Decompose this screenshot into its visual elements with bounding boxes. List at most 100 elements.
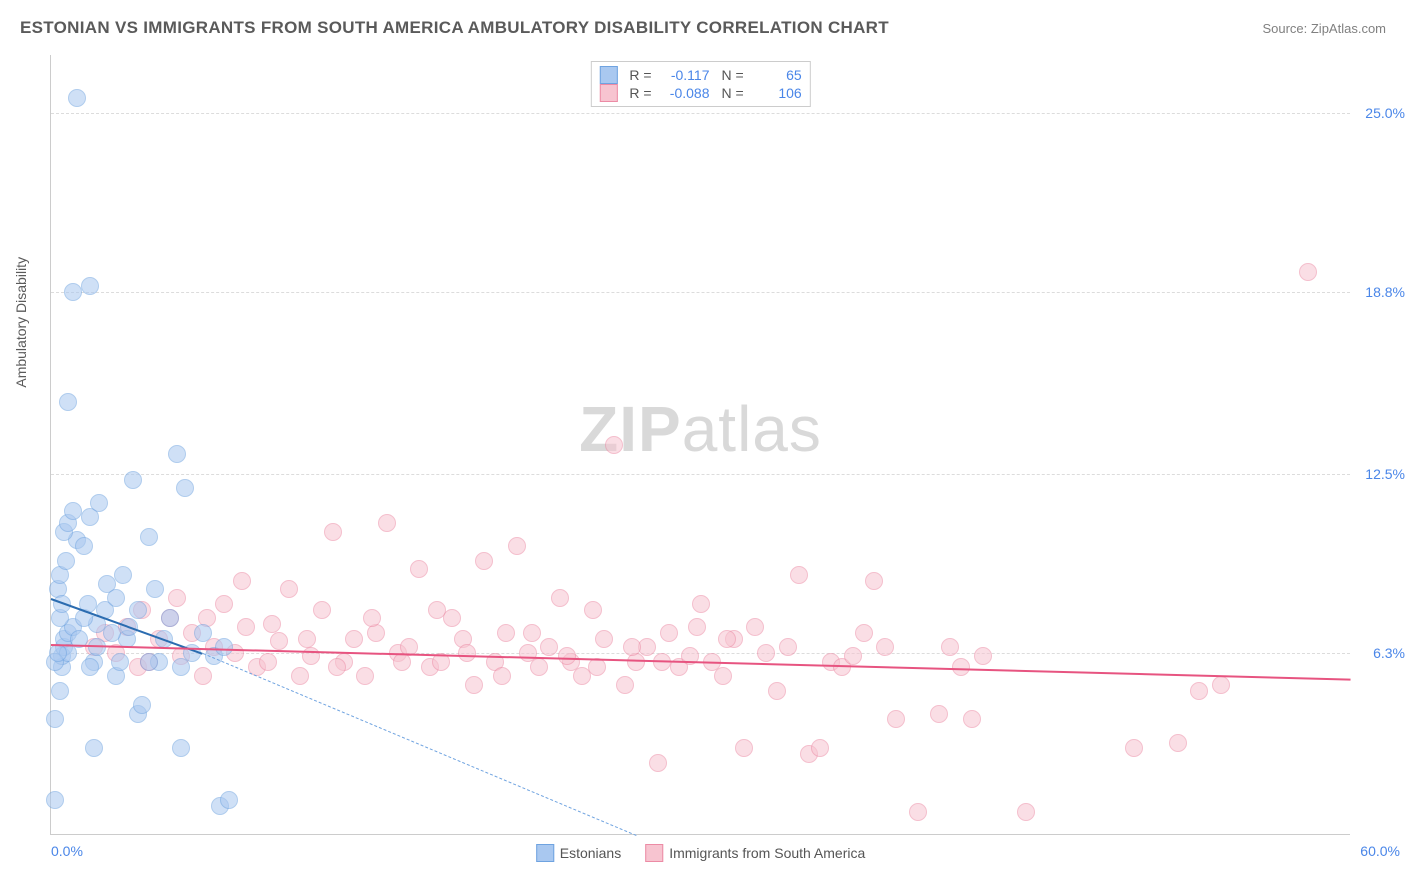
scatter-point-immigrants [941,638,959,656]
scatter-point-immigrants [551,589,569,607]
scatter-point-immigrants [324,523,342,541]
chart-header: ESTONIAN VS IMMIGRANTS FROM SOUTH AMERIC… [20,18,1386,38]
r-value-estonians: -0.117 [660,67,710,83]
scatter-point-estonians [172,739,190,757]
scatter-point-immigrants [291,667,309,685]
scatter-point-immigrants [328,658,346,676]
scatter-point-estonians [161,609,179,627]
scatter-point-immigrants [410,560,428,578]
scatter-point-estonians [64,283,82,301]
y-tick-label: 6.3% [1373,645,1405,661]
scatter-point-immigrants [865,572,883,590]
swatch-estonians [599,66,617,84]
scatter-point-immigrants [909,803,927,821]
chart-title: ESTONIAN VS IMMIGRANTS FROM SOUTH AMERIC… [20,18,889,38]
scatter-point-immigrants [768,682,786,700]
scatter-point-immigrants [168,589,186,607]
chart-source: Source: ZipAtlas.com [1262,21,1386,36]
scatter-point-immigrants [428,601,446,619]
scatter-point-estonians [124,471,142,489]
scatter-point-estonians [46,710,64,728]
scatter-point-estonians [146,580,164,598]
y-tick-label: 25.0% [1365,105,1405,121]
scatter-point-estonians [103,624,121,642]
scatter-point-estonians [49,644,67,662]
scatter-point-estonians [85,739,103,757]
scatter-point-immigrants [855,624,873,642]
scatter-point-immigrants [530,658,548,676]
scatter-point-immigrants [963,710,981,728]
watermark-atlas: atlas [682,393,822,465]
swatch-immigrants [599,84,617,102]
scatter-point-estonians [68,89,86,107]
scatter-point-immigrants [660,624,678,642]
scatter-point-estonians [75,537,93,555]
scatter-point-estonians [64,502,82,520]
n-value-estonians: 65 [752,67,802,83]
plot-area: Ambulatory Disability ZIPatlas 0.0% 60.0… [50,55,1350,835]
scatter-point-immigrants [735,739,753,757]
scatter-point-immigrants [259,653,277,671]
scatter-point-estonians [168,445,186,463]
scatter-point-estonians [111,653,129,671]
scatter-point-immigrants [584,601,602,619]
stats-row-estonians: R = -0.117 N = 65 [599,66,801,84]
watermark: ZIPatlas [579,392,822,466]
scatter-point-estonians [90,494,108,512]
scatter-point-immigrants [605,436,623,454]
stats-row-immigrants: R = -0.088 N = 106 [599,84,801,102]
y-tick-label: 18.8% [1365,284,1405,300]
r-label: R = [629,85,651,101]
scatter-point-estonians [133,696,151,714]
scatter-point-immigrants [302,647,320,665]
gridline [51,113,1350,114]
scatter-point-immigrants [363,609,381,627]
legend-item-estonians: Estonians [536,844,621,862]
legend-label-immigrants: Immigrants from South America [669,845,865,861]
scatter-point-immigrants [475,552,493,570]
scatter-point-immigrants [313,601,331,619]
x-tick-max: 60.0% [1360,843,1400,859]
scatter-point-immigrants [443,609,461,627]
scatter-point-immigrants [930,705,948,723]
stats-legend: R = -0.117 N = 65 R = -0.088 N = 106 [590,61,810,107]
r-label: R = [629,67,651,83]
watermark-zip: ZIP [579,393,682,465]
scatter-point-immigrants [215,595,233,613]
scatter-point-immigrants [588,658,606,676]
regression-line-immigrants [51,644,1351,681]
scatter-point-estonians [140,528,158,546]
scatter-point-immigrants [497,624,515,642]
scatter-point-immigrants [757,644,775,662]
scatter-point-immigrants [844,647,862,665]
scatter-point-immigrants [1169,734,1187,752]
gridline [51,292,1350,293]
scatter-point-immigrants [270,632,288,650]
n-value-immigrants: 106 [752,85,802,101]
r-value-immigrants: -0.088 [660,85,710,101]
scatter-point-immigrants [523,624,541,642]
scatter-point-estonians [194,624,212,642]
scatter-point-immigrants [714,667,732,685]
scatter-point-estonians [114,566,132,584]
scatter-point-estonians [57,552,75,570]
scatter-point-immigrants [718,630,736,648]
scatter-point-immigrants [623,638,641,656]
gridline [51,474,1350,475]
scatter-point-immigrants [974,647,992,665]
scatter-point-estonians [59,393,77,411]
scatter-point-estonians [220,791,238,809]
scatter-point-immigrants [779,638,797,656]
n-label: N = [722,67,744,83]
scatter-point-immigrants [595,630,613,648]
regression-line-estonians-ext [202,653,636,836]
scatter-point-immigrants [493,667,511,685]
swatch-immigrants [645,844,663,862]
scatter-point-immigrants [746,618,764,636]
scatter-point-estonians [107,589,125,607]
scatter-point-immigrants [1190,682,1208,700]
scatter-point-immigrants [558,647,576,665]
scatter-point-estonians [140,653,158,671]
scatter-point-immigrants [540,638,558,656]
scatter-point-estonians [81,658,99,676]
